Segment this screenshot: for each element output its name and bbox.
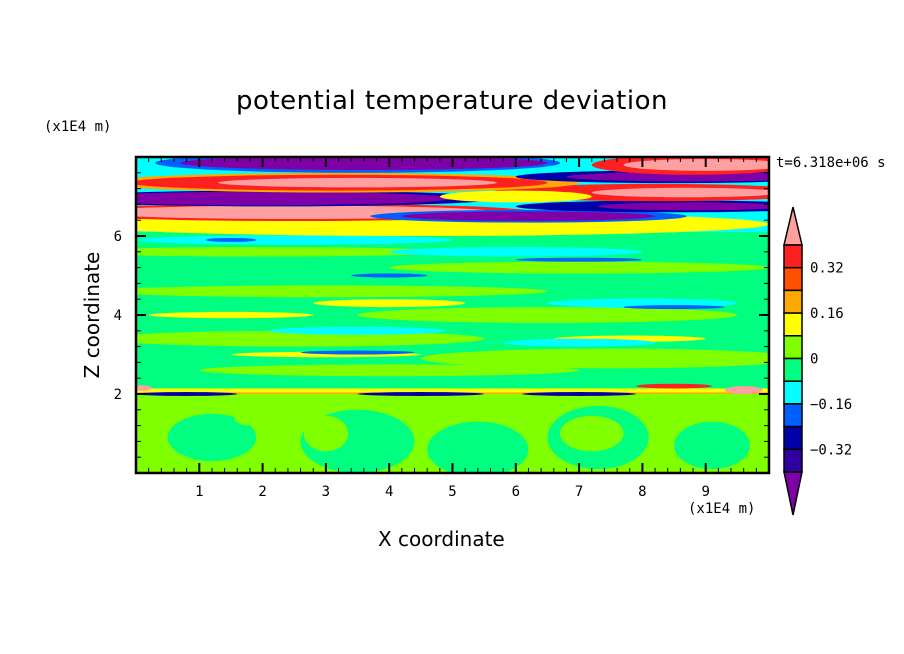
chart-title: potential temperature deviation [236,86,668,116]
colorbar-box [783,448,803,473]
colorbar: 0.32 0.16 0 −0.16 −0.32 [783,206,852,516]
contour-region [136,385,152,391]
x-tick-label: 3 [322,484,330,500]
colorbar-tick-label: 0 [810,352,818,368]
contour-region [136,247,453,257]
x-axis-label: X coordinate [378,527,505,551]
contour-region [427,421,529,473]
contour-region [560,415,624,452]
contour-region [313,299,466,308]
contour-region [420,348,769,369]
contour-region [636,383,713,389]
contour-region [389,247,643,257]
y-tick-label: 4 [114,308,122,324]
contour-region [623,305,725,310]
contour-region [199,364,580,377]
x-axis-unit: (x1E4 m) [688,501,756,517]
y-axis-unit: (x1E4 m) [44,119,112,135]
colorbar-tick-label: −0.32 [810,442,852,458]
colorbar-tick-label: −0.16 [810,397,852,413]
x-tick-label: 4 [385,484,393,500]
contour-region [724,386,763,394]
contour-region [136,191,453,206]
colorbar-tick-label: 0.32 [810,261,844,277]
colorbar-box [783,312,803,337]
x-tick-label: 8 [638,484,646,500]
contour-region [674,421,751,470]
contour-region [303,415,349,452]
colorbar-box [783,244,803,269]
colorbar-box [783,335,803,360]
contour-region [167,413,257,462]
time-label: t=6.318e+06 s [776,155,886,171]
colorbar-box [783,380,803,405]
contour-region [351,273,428,278]
colorbar-under-triangle [783,471,803,516]
x-tick-label: 2 [258,484,266,500]
x-tick-label: 1 [195,484,203,500]
colorbar-tick-label: 0.16 [810,306,844,322]
x-tick-label: 5 [448,484,456,500]
contour-region [623,158,769,171]
contour-region [300,350,415,355]
contour-region [598,202,769,211]
contour-region [515,257,643,262]
contour-region [503,338,656,347]
contour-region [591,187,769,198]
contour-region [136,388,769,394]
contour-region [205,237,257,242]
colorbar-box [783,403,803,428]
contour-region [401,211,656,221]
contour-region [389,261,769,274]
colorbar-box [783,266,803,292]
contour-region [522,392,637,396]
contour-region [136,235,453,245]
contour-region [357,307,738,323]
y-tick-label: 6 [114,229,122,245]
x-tick-label: 9 [701,484,709,500]
contour-region [148,311,314,319]
contour-region [439,190,592,203]
contour-region [136,330,485,347]
y-tick-label: 2 [114,387,122,403]
contour-field [136,157,769,473]
contour-region [268,326,447,335]
x-tick-label: 6 [512,484,520,500]
colorbar-box [783,425,803,451]
contour-region [136,285,548,298]
x-tick-label: 7 [575,484,583,500]
colorbar-box [783,357,803,382]
contour-region [234,409,266,426]
contour-region [180,157,548,171]
contour-region [218,177,497,188]
colorbar-box [783,289,803,314]
axis-ticks: 1 2 3 4 5 6 7 8 9 2 4 6 [114,157,770,500]
colorbar-over-triangle [783,206,803,246]
contour-region [136,392,238,396]
contour-region [357,392,485,396]
